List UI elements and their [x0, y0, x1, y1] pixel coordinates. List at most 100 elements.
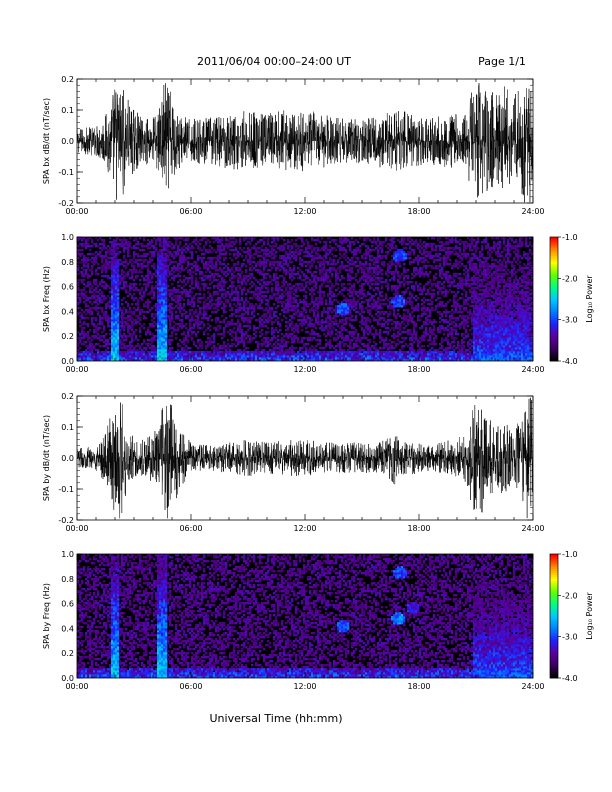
- heatmap-cell: [345, 321, 348, 324]
- heatmap-cell: [325, 243, 328, 246]
- heatmap-cell: [323, 291, 326, 294]
- heatmap-cell: [269, 349, 272, 352]
- heatmap-cell: [361, 291, 364, 294]
- heatmap-cell: [211, 305, 214, 308]
- heatmap-cell: [237, 359, 240, 361]
- heatmap-cell: [279, 249, 282, 252]
- heatmap-cell: [351, 303, 354, 306]
- heatmap-cell: [287, 255, 290, 258]
- heatmap-cell: [273, 335, 276, 338]
- heatmap-cell: [335, 277, 338, 280]
- heatmap-cell: [263, 249, 266, 252]
- heatmap-cell: [291, 239, 294, 242]
- heatmap-cell: [179, 359, 182, 361]
- heatmap-cell: [335, 315, 338, 318]
- heatmap-cell: [345, 239, 348, 242]
- heatmap-cell: [349, 325, 352, 328]
- heatmap-cell: [91, 321, 94, 324]
- heatmap-cell: [359, 349, 362, 352]
- heatmap-cell: [263, 309, 266, 312]
- heatmap-cell: [169, 343, 172, 346]
- heatmap-cell: [119, 287, 122, 290]
- heatmap-cell: [123, 285, 126, 288]
- heatmap-cell: [247, 307, 250, 310]
- heatmap-cell: [111, 355, 114, 358]
- heatmap-cell: [279, 295, 282, 298]
- heatmap-cell: [141, 351, 144, 354]
- heatmap-cell: [187, 359, 190, 361]
- heatmap-cell: [159, 257, 162, 260]
- heatmap-cell: [179, 285, 182, 288]
- heatmap-cell: [221, 295, 224, 298]
- heatmap-cell: [349, 279, 352, 282]
- heatmap-cell: [335, 305, 338, 308]
- heatmap-cell: [141, 357, 144, 360]
- heatmap-cell: [91, 241, 94, 244]
- heatmap-cell: [229, 285, 232, 288]
- heatmap-cell: [115, 299, 118, 302]
- heatmap-cell: [349, 317, 352, 320]
- heatmap-cell: [223, 307, 226, 310]
- heatmap-cell: [105, 287, 108, 290]
- heatmap-cell: [253, 277, 256, 280]
- heatmap-cell: [213, 307, 216, 310]
- heatmap-cell: [295, 329, 298, 332]
- heatmap-cell: [157, 303, 160, 306]
- heatmap-cell: [311, 309, 314, 312]
- heatmap-cell: [191, 291, 194, 294]
- heatmap-cell: [337, 351, 340, 354]
- heatmap-cell: [281, 337, 284, 340]
- heatmap-cell: [157, 357, 160, 360]
- heatmap-cell: [123, 345, 126, 348]
- heatmap-cell: [195, 269, 198, 272]
- heatmap-cell: [131, 337, 134, 340]
- heatmap-cell: [159, 327, 162, 330]
- heatmap-cell: [281, 309, 284, 312]
- heatmap-cell: [77, 343, 80, 346]
- heatmap-cell: [163, 243, 166, 246]
- heatmap-cell: [159, 349, 162, 352]
- heatmap-cell: [331, 311, 334, 314]
- heatmap-cell: [349, 283, 352, 286]
- heatmap-cell: [307, 271, 310, 274]
- heatmap-cell: [279, 359, 282, 361]
- heatmap-cell: [237, 301, 240, 304]
- heatmap-cell: [277, 317, 280, 320]
- heatmap-cell: [277, 267, 280, 270]
- heatmap-cell: [221, 281, 224, 284]
- heatmap-cell: [183, 347, 186, 350]
- heatmap-cell: [135, 271, 138, 274]
- heatmap-cell: [99, 299, 102, 302]
- heatmap-cell: [343, 247, 346, 250]
- heatmap-cell: [307, 339, 310, 342]
- heatmap-cell: [219, 301, 222, 304]
- heatmap-cell: [153, 347, 156, 350]
- heatmap-cell: [321, 353, 324, 356]
- heatmap-cell: [167, 341, 170, 344]
- heatmap-cell: [301, 271, 304, 274]
- heatmap-cell: [111, 251, 114, 254]
- heatmap-cell: [259, 323, 262, 326]
- heatmap-cell: [133, 239, 136, 242]
- heatmap-cell: [271, 327, 274, 330]
- heatmap-cell: [175, 239, 178, 242]
- heatmap-cell: [121, 325, 124, 328]
- heatmap-cell: [307, 269, 310, 272]
- heatmap-cell: [361, 293, 364, 296]
- heatmap-cell: [291, 269, 294, 272]
- heatmap-cell: [207, 357, 210, 360]
- heatmap-cell: [111, 249, 114, 252]
- heatmap-cell: [131, 287, 134, 290]
- heatmap-cell: [177, 355, 180, 358]
- heatmap-cell: [151, 357, 154, 360]
- heatmap-cell: [195, 355, 198, 358]
- heatmap-cell: [329, 287, 332, 290]
- heatmap-cell: [115, 277, 118, 280]
- heatmap-cell: [99, 317, 102, 320]
- heatmap-cell: [83, 257, 86, 260]
- heatmap-cell: [331, 285, 334, 288]
- heatmap-cell: [115, 343, 118, 346]
- heatmap-cell: [241, 291, 244, 294]
- heatmap-cell: [271, 329, 274, 332]
- heatmap-cell: [137, 309, 140, 312]
